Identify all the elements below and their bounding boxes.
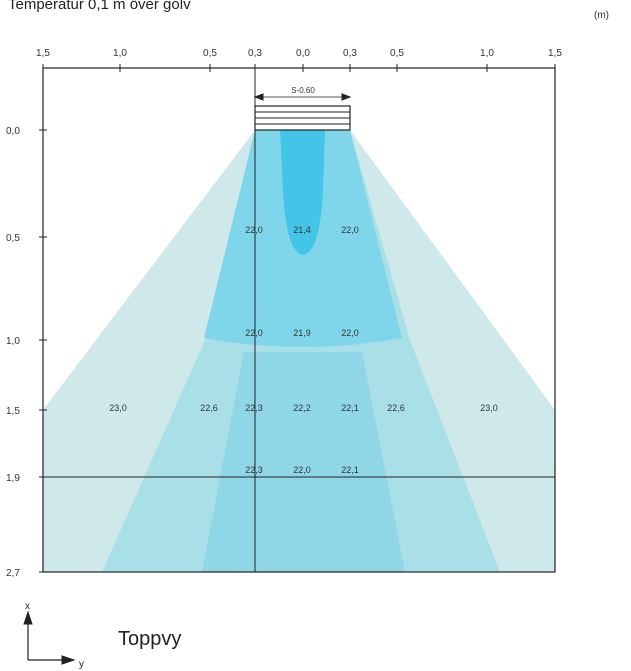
x-tick-label: 1,0	[480, 48, 494, 59]
temperature-label: 22,1	[341, 465, 359, 475]
y-tick-label: 1,0	[6, 336, 20, 347]
supply-device	[254, 105, 351, 131]
x-tick-label: 0,3	[343, 48, 357, 59]
y-tick-label: 0,5	[6, 233, 20, 244]
temperature-label: 22,6	[387, 403, 405, 413]
temperature-label: 22,0	[245, 328, 263, 338]
temperature-label: 22,3	[245, 403, 263, 413]
x-tick-label: 0,5	[390, 48, 404, 59]
x-ticks	[42, 64, 556, 72]
device-label: S-0.60	[291, 86, 315, 95]
zone-jet	[280, 130, 325, 255]
view-label: Toppvy	[118, 628, 182, 650]
device-dimension	[253, 93, 352, 101]
axis-indicator	[23, 610, 76, 665]
temperature-label: 23,0	[109, 403, 127, 413]
temperature-label: 22,6	[200, 403, 218, 413]
zone-inner	[202, 352, 405, 572]
temperature-label: 22,0	[341, 225, 359, 235]
x-tick-label: 1,5	[36, 48, 50, 59]
y-tick-label: 1,5	[6, 406, 20, 417]
diagram-title: Temperatur 0,1 m över golv	[8, 0, 191, 13]
temperature-label: 22,0	[341, 328, 359, 338]
temperature-label: 22,1	[341, 403, 359, 413]
temperature-label: 21,4	[293, 225, 311, 235]
axis-x-label: x	[25, 601, 30, 612]
x-tick-label: 1,5	[548, 48, 562, 59]
y-tick-label: 1,9	[6, 473, 20, 484]
temperature-label: 22,3	[245, 465, 263, 475]
y-tick-label: 0,0	[6, 126, 20, 137]
unit-label: (m)	[594, 10, 609, 21]
x-tick-label: 0,3	[248, 48, 262, 59]
temperature-label: 22,0	[245, 225, 263, 235]
temperature-label: 22,2	[293, 403, 311, 413]
temperature-label: 22,0	[293, 465, 311, 475]
y-tick-label: 2,7	[6, 568, 20, 579]
axis-y-label: y	[79, 659, 84, 670]
x-tick-label: 0,5	[203, 48, 217, 59]
y-ticks	[39, 129, 47, 573]
x-tick-label: 1,0	[113, 48, 127, 59]
temperature-label: 23,0	[480, 403, 498, 413]
x-tick-label: 0,0	[296, 48, 310, 59]
zone-mid	[102, 130, 500, 572]
temperature-label: 21,9	[293, 328, 311, 338]
plot-frame	[42, 67, 556, 573]
